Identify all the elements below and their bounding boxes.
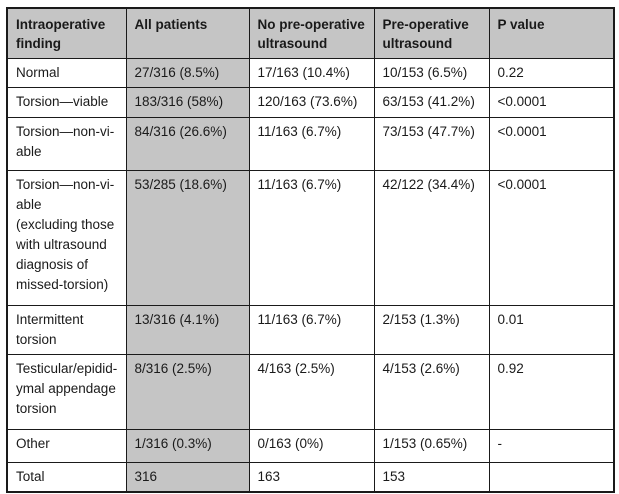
table-row: Other 1/316 (0.3%) 0/163 (0%) 1/153 (0.6…: [6, 428, 615, 463]
cell-finding: Total: [6, 461, 127, 493]
cell-finding: Torsion—non-vi- able: [6, 116, 127, 171]
cell-finding: Other: [6, 428, 127, 463]
cell-no-ultrasound: 11/163 (6.7%): [248, 169, 375, 306]
cell-all-patients: 1/316 (0.3%): [125, 428, 250, 463]
table-row: Intermittent torsion 13/316 (4.1%) 11/16…: [6, 304, 615, 355]
cell-no-ultrasound: 17/163 (10.4%): [248, 57, 375, 88]
table-row: Total 316 163 153: [6, 461, 615, 493]
cell-pre-ultrasound: 73/153 (47.7%): [373, 116, 490, 171]
cell-all-patients: 8/316 (2.5%): [125, 353, 250, 430]
cell-p-value: 0.22: [488, 57, 615, 88]
header-row: Intraoperative finding All patients No p…: [6, 7, 615, 59]
cell-p-value: <0.0001: [488, 116, 615, 171]
table-row: Torsion—non-vi- able (excluding those wi…: [6, 169, 615, 306]
table-row: Normal 27/316 (8.5%) 17/163 (10.4%) 10/1…: [6, 57, 615, 88]
cell-all-patients: 13/316 (4.1%): [125, 304, 250, 355]
cell-no-ultrasound: 4/163 (2.5%): [248, 353, 375, 430]
cell-all-patients: 53/285 (18.6%): [125, 169, 250, 306]
cell-finding: Normal: [6, 57, 127, 88]
column-header-no-preoperative-ultrasound: No pre-operative ultrasound: [248, 7, 375, 59]
cell-p-value: <0.0001: [488, 169, 615, 306]
cell-pre-ultrasound: 1/153 (0.65%): [373, 428, 490, 463]
outcomes-table: Intraoperative finding All patients No p…: [6, 7, 615, 493]
table-row: Torsion—viable 183/316 (58%) 120/163 (73…: [6, 86, 615, 118]
cell-no-ultrasound: 120/163 (73.6%): [248, 86, 375, 118]
cell-pre-ultrasound: 10/153 (6.5%): [373, 57, 490, 88]
cell-p-value: 0.01: [488, 304, 615, 355]
cell-finding: Testicular/epidid- ymal appendage torsio…: [6, 353, 127, 430]
column-header-intraoperative-finding: Intraoperative finding: [6, 7, 127, 59]
cell-finding: Intermittent torsion: [6, 304, 127, 355]
cell-p-value: 0.92: [488, 353, 615, 430]
cell-all-patients: 84/316 (26.6%): [125, 116, 250, 171]
cell-p-value: <0.0001: [488, 86, 615, 118]
cell-pre-ultrasound: 4/153 (2.6%): [373, 353, 490, 430]
cell-pre-ultrasound: 42/122 (34.4%): [373, 169, 490, 306]
column-header-preoperative-ultrasound: Pre-operative ultrasound: [373, 7, 490, 59]
cell-p-value: [488, 461, 615, 493]
cell-no-ultrasound: 11/163 (6.7%): [248, 304, 375, 355]
column-header-all-patients: All patients: [125, 7, 250, 59]
cell-p-value: -: [488, 428, 615, 463]
column-header-p-value: P value: [488, 7, 615, 59]
table-row: Torsion—non-vi- able 84/316 (26.6%) 11/1…: [6, 116, 615, 171]
cell-all-patients: 183/316 (58%): [125, 86, 250, 118]
cell-finding: Torsion—non-vi- able (excluding those wi…: [6, 169, 127, 306]
cell-finding: Torsion—viable: [6, 86, 127, 118]
cell-no-ultrasound: 11/163 (6.7%): [248, 116, 375, 171]
cell-no-ultrasound: 0/163 (0%): [248, 428, 375, 463]
cell-no-ultrasound: 163: [248, 461, 375, 493]
cell-all-patients: 27/316 (8.5%): [125, 57, 250, 88]
cell-pre-ultrasound: 63/153 (41.2%): [373, 86, 490, 118]
cell-all-patients: 316: [125, 461, 250, 493]
cell-pre-ultrasound: 2/153 (1.3%): [373, 304, 490, 355]
cell-pre-ultrasound: 153: [373, 461, 490, 493]
table-row: Testicular/epidid- ymal appendage torsio…: [6, 353, 615, 430]
